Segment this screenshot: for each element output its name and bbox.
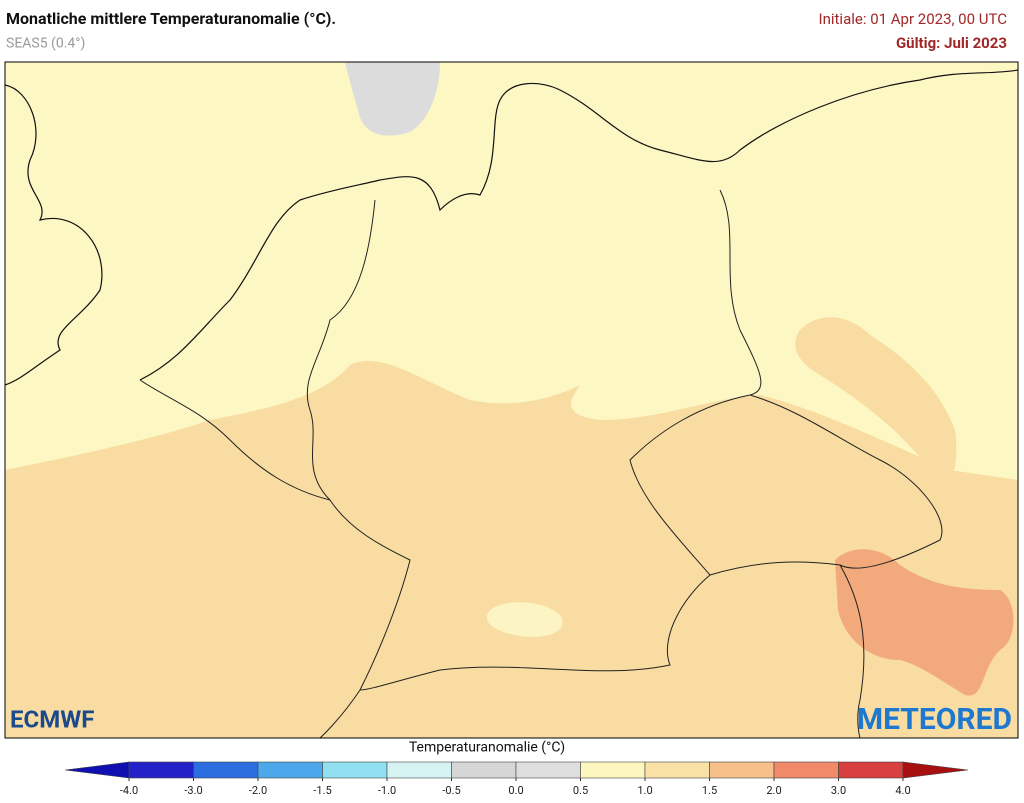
colorbar-segment [644, 761, 710, 779]
subtitle: SEAS5 (0.4°) [6, 36, 85, 52]
colorbar: -4.0 -3.0 -2.0 -1.5 -1.0 -0.5 0.0 0.5 1.0 1.5 2.0 3… [64, 761, 969, 797]
colorbar-tick-label: 4.0 [895, 784, 910, 797]
colorbar-tick-label: -1.5 [313, 784, 331, 797]
coastlines [5, 69, 1018, 386]
colorbar-tick-label: -2.0 [249, 784, 267, 797]
colorbar-tick-label: -1.0 [378, 784, 396, 797]
colorbar-segment [322, 761, 388, 779]
colorbar-tick-label: 2.0 [766, 784, 781, 797]
colorbar-tick-label: 0.5 [573, 784, 588, 797]
valid-date: Gültig: Juli 2023 [896, 34, 1007, 52]
borders [139, 189, 943, 738]
colorbar-tick-label: 1.5 [702, 784, 717, 797]
map: ECMWF METEORED [4, 61, 1019, 739]
colorbar-segment [386, 761, 452, 779]
colorbar-tick-label: -4.0 [120, 784, 138, 797]
initial-date: Initiale: 01 Apr 2023, 00 UTC [819, 10, 1008, 28]
colorbar-segment [515, 761, 581, 779]
colorbar-label: Temperaturanomalie (°C) [409, 740, 565, 756]
colorbar-segment [128, 761, 194, 779]
colorbar-under [64, 761, 130, 779]
colorbar-tick-label: 0.0 [508, 784, 523, 797]
anomaly-area [5, 360, 1018, 738]
colorbar-over [902, 761, 969, 779]
colorbar-segment [580, 761, 646, 779]
colorbar-tick-label: 3.0 [831, 784, 846, 797]
no-data-area [345, 62, 440, 136]
anomaly-area [835, 549, 1014, 696]
colorbar-tick-label: 1.0 [637, 784, 652, 797]
colorbar-segment [193, 761, 259, 779]
colorbar-segment [451, 761, 517, 779]
colorbar-tick-label: -0.5 [442, 784, 460, 797]
colorbar-segment [257, 761, 323, 779]
map-frame [4, 61, 1019, 739]
ecmwf-logo: ECMWF [10, 705, 94, 733]
colorbar-segment [773, 761, 839, 779]
colorbar-tick-label: -3.0 [184, 784, 202, 797]
title: Monatliche mittlere Temperaturanomalie (… [6, 9, 336, 28]
anomaly-area [486, 602, 563, 637]
anomaly-area [795, 317, 957, 483]
colorbar-segment [709, 761, 775, 779]
colorbar-segment [838, 761, 904, 779]
meteored-logo: METEORED [857, 702, 1012, 737]
